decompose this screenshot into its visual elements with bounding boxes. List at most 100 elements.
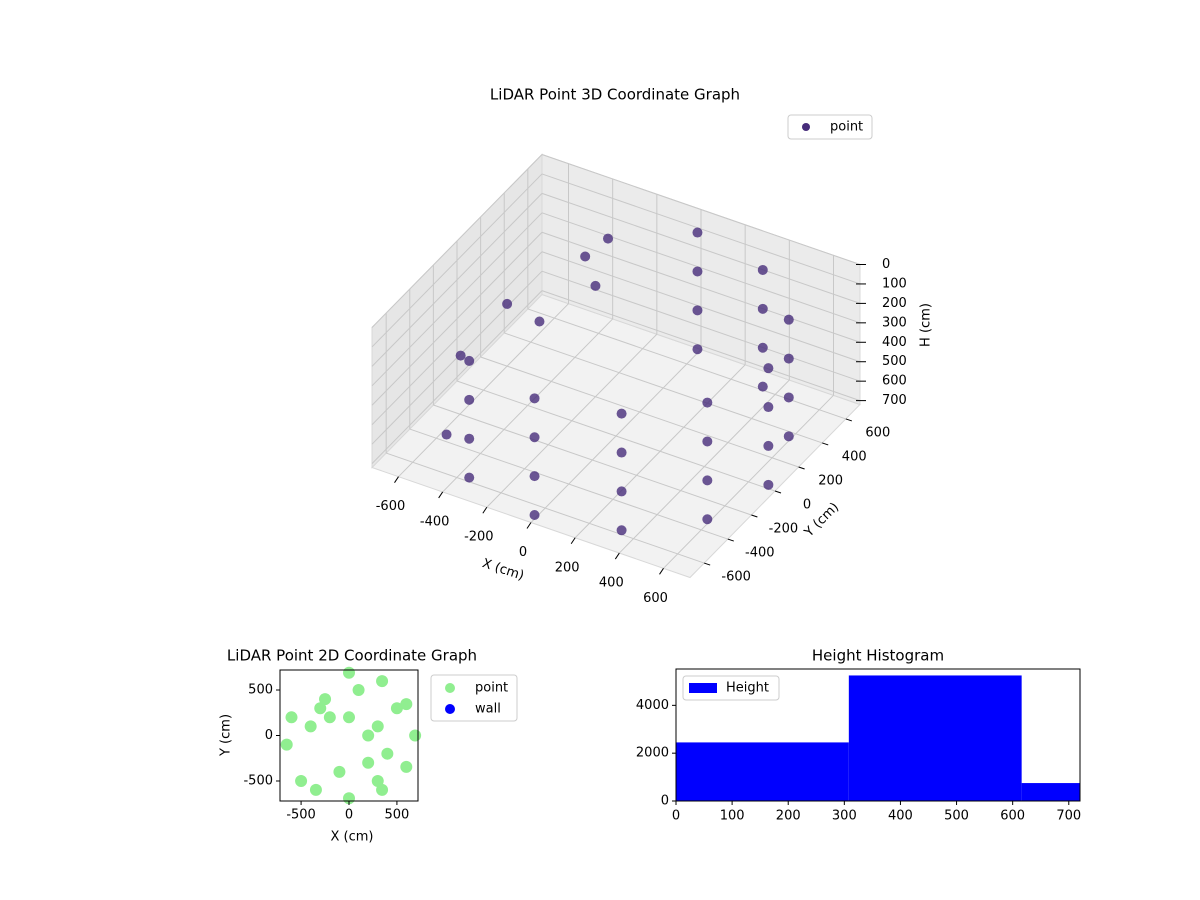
point [343,711,355,724]
x-tick-label: 200 [555,560,580,575]
legend-label: Height [726,681,769,696]
legend-label: point [475,681,508,696]
chart-title: LiDAR Point 3D Coordinate Graph [490,86,740,104]
legend-marker [445,683,455,693]
point [616,525,627,536]
point [464,472,475,483]
point [304,720,317,733]
x-axis-label: X (cm) [331,830,374,845]
grid-line [371,173,543,348]
x-tick-label: -200 [464,530,494,545]
point [371,774,384,787]
legend-label: point [830,120,863,135]
x-tick-label: 600 [643,591,668,606]
point [529,471,540,482]
point [464,355,475,366]
x-tick-label: -600 [376,499,406,514]
grid-line [541,212,861,324]
y-tick-label: 0 [661,794,669,809]
point [702,475,713,486]
grid-line [456,380,776,492]
chart-title: LiDAR Point 2D Coordinate Graph [227,647,477,665]
y-tick-label: -600 [721,570,751,585]
point [314,702,327,715]
y-tick [751,514,758,518]
x-tick [526,522,532,529]
point [783,431,794,442]
grid-line [480,356,799,468]
point [529,432,540,443]
z-tick-label: 400 [882,335,907,350]
point [763,402,774,413]
y-tick [845,418,852,422]
x-tick [570,537,576,545]
x-tick-label: 100 [720,809,745,824]
point [455,350,466,361]
z-tick-label: 200 [882,296,907,311]
y-tick [822,442,829,446]
grid-line [527,308,846,420]
point [381,747,394,760]
point [692,227,703,238]
y-tick-label: 4000 [636,698,669,713]
point [376,675,389,688]
point [323,711,336,724]
point [400,698,413,711]
point [616,447,627,458]
z-tick-label: 700 [882,393,907,408]
point [343,666,355,679]
point [702,514,713,525]
point [464,394,475,405]
grid-line [371,154,543,328]
point [757,381,768,392]
legend-label: wall [475,702,501,717]
x-tick [394,476,399,483]
point [783,392,794,403]
point [590,280,601,291]
point [783,353,794,364]
legend-marker [445,704,455,714]
x-tick [659,568,664,575]
x-tick [482,506,488,514]
point [603,233,614,244]
point [692,344,703,355]
point [371,720,384,733]
y-tick [774,490,782,494]
y-tick-label: -500 [243,773,273,788]
point [702,436,713,447]
grid-line [386,452,705,564]
point [757,303,768,314]
y-tick-label: 0 [265,728,273,743]
point [280,738,293,751]
point [362,729,375,742]
y-tick-label: 400 [842,449,867,464]
x-tick-label: 200 [776,809,801,824]
x-tick-label: 0 [519,545,527,560]
plot-frame [675,668,1081,802]
point [757,264,768,275]
chart-title: Height Histogram [812,647,944,665]
x-tick [614,552,620,560]
x-tick-label: 500 [944,809,969,824]
y-tick [704,562,711,566]
bar [1021,783,1080,801]
point [534,316,545,327]
grid-line [409,428,728,540]
point [376,783,389,796]
z-tick-label: 600 [882,374,907,389]
grid-line [541,251,861,363]
legend-marker [802,123,810,131]
y-tick [727,538,734,542]
legend-box [682,675,780,701]
point [352,684,365,697]
point [502,298,513,309]
x-tick-label: 700 [1056,809,1081,824]
point [616,486,627,497]
x-tick-label: 400 [599,576,624,591]
point [529,393,540,404]
grid-line [371,212,543,387]
grid-line [371,193,543,367]
point [529,510,540,521]
x-tick-label: -400 [420,514,450,529]
